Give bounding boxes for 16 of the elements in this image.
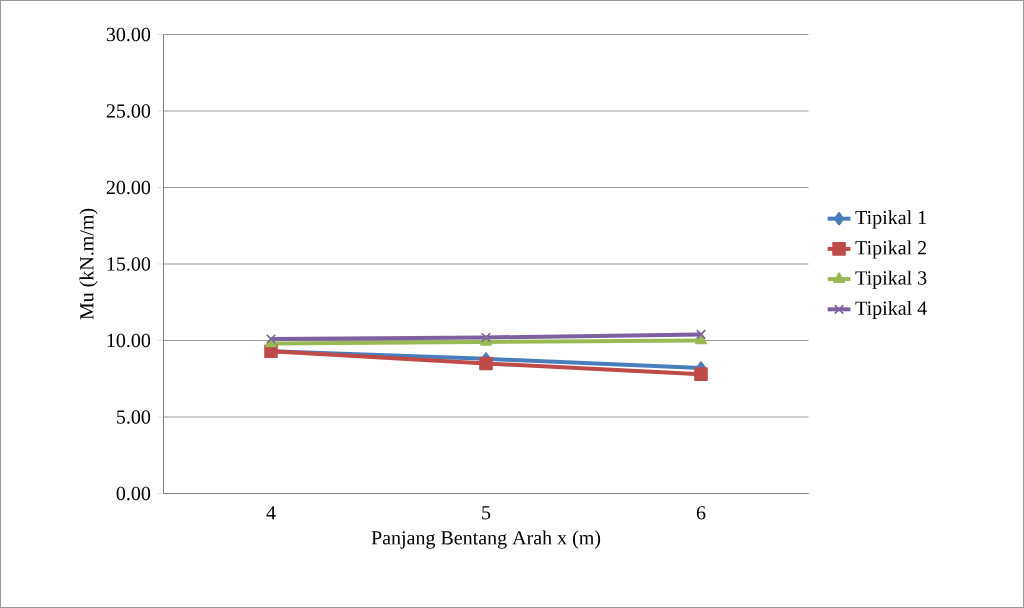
y-tick-label: 5.00 <box>117 410 151 424</box>
x-tick-label: 5 <box>482 506 491 520</box>
legend-label: Tipikal 2 <box>855 240 927 259</box>
x-tick-label: 4 <box>266 506 276 520</box>
y-tick-label: 0.00 <box>116 486 151 501</box>
y-tick-label: 15.00 <box>107 257 151 271</box>
x-axis-title: Panjang Bentang Arah x (m) <box>371 530 601 549</box>
legend-label: Tipikal 4 <box>855 300 927 320</box>
legend-label: Tipikal 3 <box>855 270 927 289</box>
x-tick-label: 6 <box>696 506 706 520</box>
y-tick-label: 25.00 <box>106 104 151 118</box>
y-tick-label: 10.00 <box>107 333 151 348</box>
y-tick-label: 20.00 <box>106 180 151 195</box>
y-tick-label: 30.00 <box>106 27 151 42</box>
legend-label: Tipikal 1 <box>855 210 926 229</box>
y-axis-title: Mu (kN.m/m) <box>79 208 98 320</box>
